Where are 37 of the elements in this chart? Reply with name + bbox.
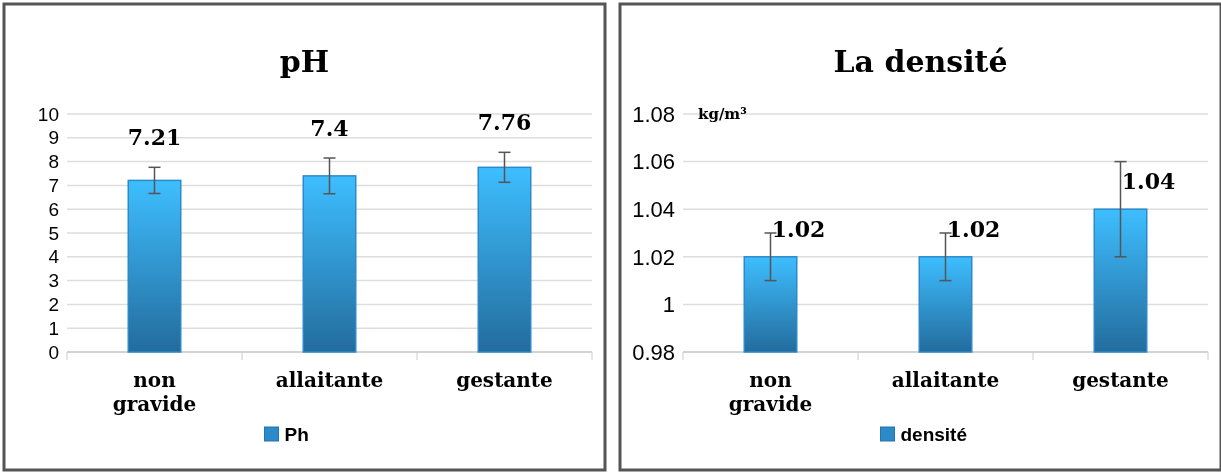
y-tick-label: 1.04: [632, 196, 675, 222]
chart-title: pH: [279, 44, 330, 79]
x-tick-label: allaitante: [891, 368, 1000, 392]
y-tick-label: 0.98: [632, 339, 675, 365]
y-tick-label: 1: [48, 317, 59, 339]
data-label: 1.02: [771, 215, 826, 242]
y-tick-label: 6: [48, 198, 59, 220]
y-tick-label: 5: [48, 222, 59, 244]
legend-label: densité: [900, 423, 968, 445]
x-tick-label: non gravide: [728, 368, 813, 416]
bar: [127, 179, 182, 353]
y-tick-label: 3: [48, 270, 59, 292]
x-tick-label: gestante: [1072, 368, 1169, 392]
y-tick-label: 1.08: [632, 101, 675, 127]
chart-title: La densité: [833, 44, 1008, 79]
x-tick-label: gestante: [456, 368, 553, 392]
y-tick-label: 0: [48, 341, 59, 363]
y-tick-label: 1.02: [632, 244, 675, 270]
data-label: 7.4: [310, 115, 349, 142]
y-tick-label: 10: [37, 103, 59, 125]
bar: [302, 175, 357, 353]
data-label: 1.02: [946, 215, 1001, 242]
x-tick-label: non gravide: [112, 368, 197, 416]
y-tick-label: 1.06: [632, 149, 675, 175]
data-label: 7.76: [477, 109, 532, 136]
bar: [477, 166, 532, 353]
y-tick-label: 1: [662, 292, 675, 318]
data-label: 7.21: [127, 124, 182, 151]
y-tick-label: 2: [48, 294, 59, 316]
legend-label: Ph: [284, 423, 309, 445]
x-tick-label: allaitante: [275, 368, 384, 392]
y-tick-label: 8: [48, 151, 59, 173]
data-label: 1.04: [1121, 168, 1176, 195]
y-tick-label: 4: [48, 246, 60, 268]
y-tick-label: 9: [48, 127, 59, 149]
y-tick-label: 7: [48, 175, 59, 197]
y-axis-title: kg/m³: [698, 105, 747, 123]
